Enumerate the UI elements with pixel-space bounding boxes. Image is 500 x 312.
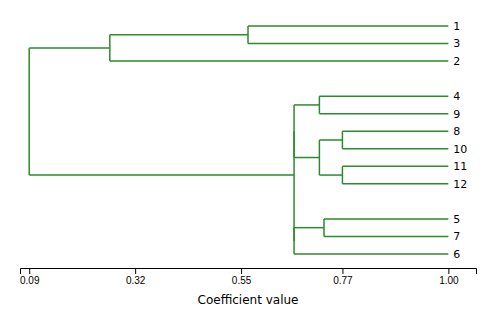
- chart: 0.09 0.32 0.55 0.77 1.00 Coefficient value 1 3 2…: [0, 0, 500, 312]
- segments: [29, 26, 448, 254]
- x-tick-mark: [29, 268, 30, 274]
- dendrogram-segment: [294, 253, 448, 255]
- leaf-label: 6: [453, 248, 460, 261]
- x-tick-label: 0.77: [333, 275, 353, 286]
- dendrogram-segment: [29, 47, 110, 49]
- dendrogram-segment: [324, 236, 448, 238]
- dendrogram-segment: [342, 183, 448, 185]
- dendrogram-segment: [110, 34, 248, 36]
- x-tick: 1.00: [439, 268, 459, 286]
- x-tick: 0.09: [20, 268, 40, 286]
- leaf-label: 11: [453, 160, 467, 173]
- dendrogram-segment: [319, 174, 342, 176]
- leaf-label: 5: [453, 213, 460, 226]
- dendrogram-segment: [319, 113, 448, 115]
- dendrogram-segment: [342, 148, 448, 150]
- x-tick-mark: [241, 268, 242, 274]
- x-tick: 0.32: [126, 268, 146, 286]
- plot: 0.09 0.32 0.55 0.77 1.00 Coefficient value 1 3 2…: [20, 20, 477, 307]
- dendrogram-segment: [248, 25, 448, 27]
- x-tick: 0.77: [333, 268, 353, 286]
- dendrogram-segment: [319, 95, 448, 97]
- dendrogram-segment: [319, 139, 342, 141]
- x-tick-label: 0.32: [126, 275, 146, 286]
- dendrogram-segment: [110, 60, 449, 62]
- x-tick-label: 0.55: [232, 275, 252, 286]
- dendrogram-segment: [248, 43, 448, 45]
- leaf-label: 7: [453, 230, 460, 243]
- x-tick-mark: [342, 268, 343, 274]
- x-axis-title: Coefficient value: [198, 293, 299, 307]
- x-tick-mark: [135, 268, 136, 274]
- dendrogram-segment: [294, 157, 319, 159]
- dendrogram-segment: [294, 104, 319, 106]
- x-axis: 0.09 0.32 0.55 0.77 1.00: [20, 268, 477, 286]
- x-tick-label: 0.09: [20, 275, 40, 286]
- dendrogram-segment: [293, 131, 295, 241]
- dendrogram-segment: [342, 166, 448, 168]
- x-tick-label: 1.00: [439, 275, 459, 286]
- x-tick-mark: [448, 268, 449, 274]
- leaf-labels: 1 3 2 4 9 8 10 11 12 5 7 6: [453, 20, 467, 261]
- leaf-label: 2: [453, 55, 460, 68]
- leaf-label: 12: [453, 178, 467, 191]
- leaf-label: 4: [453, 90, 460, 103]
- dendrogram-segment: [28, 48, 30, 175]
- leaf-label: 3: [453, 37, 460, 50]
- leaf-label: 8: [453, 125, 460, 138]
- x-axis-line: [21, 269, 477, 275]
- dendrogram-segment: [294, 227, 324, 229]
- dendrogram-segment: [342, 130, 448, 132]
- leaf-label: 1: [453, 20, 460, 33]
- x-tick: 0.55: [232, 268, 252, 286]
- leaf-label: 9: [453, 108, 460, 121]
- dendrogram-segment: [324, 218, 448, 220]
- dendrogram-segment: [29, 174, 294, 176]
- leaf-label: 10: [453, 143, 467, 156]
